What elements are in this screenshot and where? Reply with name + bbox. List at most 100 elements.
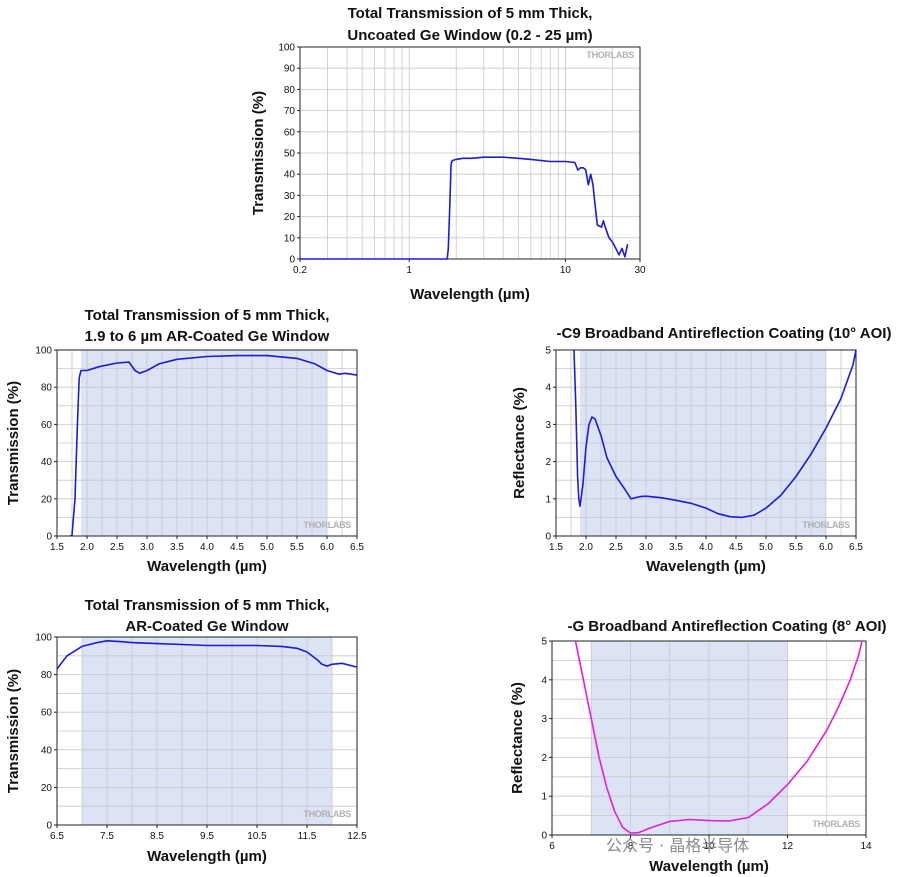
x-tick-label: 30 bbox=[634, 265, 646, 276]
y-axis-label: Transmission (%) bbox=[5, 381, 22, 505]
x-tick-label: 1.5 bbox=[549, 542, 563, 553]
x-axis-label: Wavelength (µm) bbox=[147, 848, 267, 865]
y-tick-label: 30 bbox=[284, 191, 296, 202]
y-tick-label: 80 bbox=[41, 383, 53, 394]
y-tick-label: 0 bbox=[545, 532, 551, 543]
y-tick-label: 40 bbox=[41, 745, 53, 756]
x-tick-label: 0.2 bbox=[293, 265, 307, 276]
thorlabs-logo: THORLABS bbox=[586, 50, 634, 60]
series-line-transmission bbox=[300, 156, 629, 260]
x-tick-label: 5.0 bbox=[260, 542, 274, 553]
x-tick-label: 6.5 bbox=[50, 831, 64, 842]
x-tick-label: 3.0 bbox=[639, 542, 653, 553]
thorlabs-logo: THORLABS bbox=[802, 520, 850, 530]
y-tick-label: 0 bbox=[541, 831, 547, 842]
series-line-transmission bbox=[69, 354, 358, 537]
y-tick-label: 20 bbox=[41, 494, 53, 505]
y-tick-label: 0 bbox=[46, 532, 52, 543]
x-tick-label: 7.5 bbox=[100, 831, 114, 842]
watermark-caption: 公众号 · 晶格半导体 bbox=[606, 836, 750, 855]
x-tick-label: 6.5 bbox=[350, 542, 364, 553]
x-tick-label: 4.0 bbox=[699, 542, 713, 553]
grid bbox=[552, 641, 866, 835]
x-axis-label: Wavelength (µm) bbox=[410, 286, 530, 303]
x-axis-label: Wavelength (µm) bbox=[649, 858, 769, 875]
chart-title: -G Broadband Antireflection Coating (8° … bbox=[567, 618, 886, 635]
y-tick-label: 1 bbox=[545, 494, 551, 505]
y-tick-label: 1 bbox=[541, 792, 547, 803]
chart-c9: 0 1 2 3 4 5 1.5 2.0 2.5 3.0 3.5 4.0 4.5 5.0 5.5 6.0 6.5 T… bbox=[511, 325, 891, 575]
x-tick-label: 2.0 bbox=[80, 542, 94, 553]
x-tick-label: 4.5 bbox=[729, 542, 743, 553]
x-tick-label: 6.0 bbox=[819, 542, 833, 553]
y-tick-label: 40 bbox=[284, 170, 296, 181]
x-axis-label: Wavelength (µm) bbox=[646, 558, 766, 575]
y-tick-label: 4 bbox=[541, 675, 547, 686]
x-tick-label: 5.0 bbox=[759, 542, 773, 553]
series-line-transmission bbox=[56, 639, 358, 670]
x-tick-label: 5.5 bbox=[789, 542, 803, 553]
y-tick-label: 90 bbox=[284, 64, 296, 75]
y-tick-label: 20 bbox=[284, 212, 296, 223]
y-tick-label: 0 bbox=[46, 821, 52, 832]
grid bbox=[57, 637, 357, 825]
chart-title: AR-Coated Ge Window bbox=[125, 618, 289, 635]
thorlabs-logo: THORLABS bbox=[812, 819, 860, 829]
chart-title: Total Transmission of 5 mm Thick, bbox=[85, 597, 330, 614]
chart-title: Uncoated Ge Window (0.2 - 25 µm) bbox=[347, 27, 592, 44]
y-tick-label: 2 bbox=[541, 753, 547, 764]
y-tick-label: 60 bbox=[41, 708, 53, 719]
y-axis-label: Reflectance (%) bbox=[509, 682, 526, 794]
x-tick-label: 4.5 bbox=[230, 542, 244, 553]
y-tick-label: 2 bbox=[545, 457, 551, 468]
grid bbox=[57, 350, 357, 536]
y-tick-label: 40 bbox=[41, 457, 53, 468]
chart-uncoated: 0 10 20 30 40 50 60 70 80 90 100 0.2 1 10 30 THORLABS To… bbox=[250, 5, 646, 303]
x-tick-label: 4.0 bbox=[200, 542, 214, 553]
y-tick-label: 70 bbox=[284, 106, 296, 117]
x-tick-label: 1 bbox=[406, 265, 412, 276]
x-tick-label: 11.5 bbox=[298, 831, 317, 842]
y-tick-label: 80 bbox=[41, 670, 53, 681]
x-tick-label: 3.5 bbox=[669, 542, 683, 553]
chart-title: 1.9 to 6 µm AR-Coated Ge Window bbox=[85, 328, 330, 345]
x-tick-label: 14 bbox=[860, 841, 872, 852]
x-tick-label: 9.5 bbox=[200, 831, 214, 842]
y-axis-label: Transmission (%) bbox=[250, 91, 267, 215]
y-tick-label: 80 bbox=[284, 85, 296, 96]
x-tick-label: 2.5 bbox=[609, 542, 623, 553]
y-tick-label: 5 bbox=[545, 346, 551, 357]
x-axis-label: Wavelength (µm) bbox=[147, 558, 267, 575]
chart-ar-g: 0 20 40 60 80 100 6.5 7.5 8.5 9.5 10.5 11.5 12.5 THOR… bbox=[5, 597, 367, 865]
thorlabs-logo: THORLABS bbox=[303, 809, 351, 819]
series-line-reflectance bbox=[574, 640, 863, 834]
y-tick-label: 0 bbox=[289, 255, 295, 266]
x-tick-label: 5.5 bbox=[290, 542, 304, 553]
x-tick-label: 12 bbox=[782, 841, 794, 852]
grid bbox=[556, 350, 856, 536]
x-tick-label: 6 bbox=[549, 841, 555, 852]
x-tick-label: 12.5 bbox=[347, 831, 367, 842]
x-tick-label: 2.5 bbox=[110, 542, 124, 553]
y-tick-label: 100 bbox=[278, 43, 295, 54]
y-tick-label: 5 bbox=[541, 637, 547, 648]
chart-ar19to6: 0 20 40 60 80 100 1.5 2.0 2.5 3.0 3.5 4.0 4.5 5.0 5.5 6… bbox=[5, 307, 364, 575]
chart-title: Total Transmission of 5 mm Thick, bbox=[85, 307, 330, 324]
x-tick-label: 6.0 bbox=[320, 542, 334, 553]
x-tick-label: 2.0 bbox=[579, 542, 593, 553]
x-tick-label: 3.5 bbox=[170, 542, 184, 553]
x-tick-label: 8.5 bbox=[150, 831, 164, 842]
y-tick-label: 100 bbox=[35, 346, 52, 357]
x-tick-label: 1.5 bbox=[50, 542, 64, 553]
x-tick-label: 3.0 bbox=[140, 542, 154, 553]
x-tick-label: 6.5 bbox=[849, 542, 863, 553]
y-axis-label: Transmission (%) bbox=[5, 669, 22, 793]
grid bbox=[300, 47, 640, 259]
x-tick-label: 10 bbox=[703, 841, 715, 852]
y-axis-label: Reflectance (%) bbox=[511, 387, 528, 499]
x-tick-label: 10.5 bbox=[247, 831, 267, 842]
x-tick-label: 8 bbox=[628, 841, 634, 852]
series-line-reflectance bbox=[573, 349, 857, 519]
y-tick-label: 60 bbox=[41, 420, 53, 431]
